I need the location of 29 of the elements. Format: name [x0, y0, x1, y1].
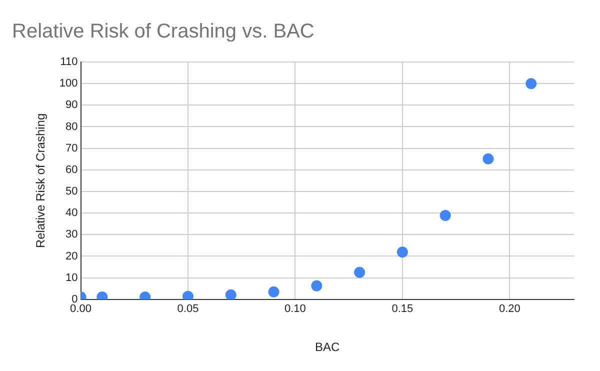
x-tick-label: 0.10: [284, 303, 306, 316]
y-tick-label: 60: [66, 164, 78, 176]
y-tick-label: 100: [59, 78, 78, 90]
y-tick-label: 10: [66, 272, 78, 284]
x-tick-label: 0.05: [177, 303, 199, 316]
y-tick-label: 110: [60, 56, 78, 68]
y-tick-label: 90: [66, 99, 78, 112]
y-axis-title: Relative Risk of Crashing: [34, 113, 48, 248]
y-tick-label: 70: [66, 142, 78, 154]
point: [440, 210, 451, 221]
y-tick-label: 40: [66, 207, 78, 220]
y-tick-label: 30: [66, 228, 78, 241]
point: [526, 78, 537, 90]
y-tick-label: 80: [66, 120, 78, 133]
point: [311, 280, 322, 292]
x-tick-label: 0.00: [70, 303, 92, 316]
point: [268, 286, 280, 298]
point: [482, 153, 494, 164]
y-tick-label: 50: [66, 186, 78, 198]
x-tick-label: 0.20: [498, 303, 520, 316]
point: [182, 290, 194, 300]
chart-title: Relative Risk of Crashing vs. BAC: [12, 20, 314, 43]
point: [354, 266, 366, 278]
x-tick-label: 0.15: [392, 303, 414, 316]
y-tick-label: 20: [66, 250, 78, 262]
y-tick-label: 0: [72, 293, 78, 306]
point: [225, 289, 236, 300]
x-axis-title: BAC: [315, 340, 340, 354]
point: [396, 246, 408, 258]
